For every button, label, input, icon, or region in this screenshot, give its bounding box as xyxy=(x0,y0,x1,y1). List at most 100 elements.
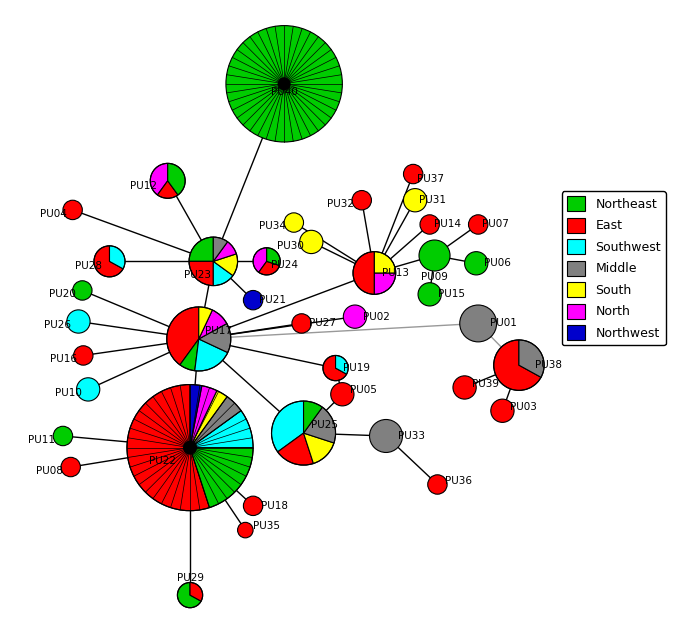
Circle shape xyxy=(428,475,447,494)
Circle shape xyxy=(278,78,290,89)
Text: PU20: PU20 xyxy=(49,289,76,300)
Wedge shape xyxy=(198,323,231,352)
Wedge shape xyxy=(353,251,375,294)
Circle shape xyxy=(244,291,263,310)
Text: PU29: PU29 xyxy=(177,573,204,583)
Text: PU08: PU08 xyxy=(36,466,63,476)
Wedge shape xyxy=(375,273,396,294)
Wedge shape xyxy=(190,448,253,507)
Text: PU19: PU19 xyxy=(344,363,371,373)
Text: PU30: PU30 xyxy=(277,241,303,251)
Wedge shape xyxy=(189,237,213,261)
Wedge shape xyxy=(267,248,280,266)
Circle shape xyxy=(418,283,441,306)
Wedge shape xyxy=(190,390,227,448)
Wedge shape xyxy=(213,237,227,261)
Text: PU04: PU04 xyxy=(40,209,67,219)
Circle shape xyxy=(331,383,354,406)
Circle shape xyxy=(284,213,304,232)
Wedge shape xyxy=(304,401,323,433)
Circle shape xyxy=(292,314,311,333)
Wedge shape xyxy=(167,307,198,365)
Text: PU34: PU34 xyxy=(259,221,286,231)
Circle shape xyxy=(404,188,427,212)
Wedge shape xyxy=(375,251,396,273)
Text: PU22: PU22 xyxy=(149,457,176,466)
Circle shape xyxy=(61,457,80,476)
Text: PU15: PU15 xyxy=(437,289,464,300)
Circle shape xyxy=(404,165,423,184)
Circle shape xyxy=(67,310,90,333)
Circle shape xyxy=(244,496,263,516)
Circle shape xyxy=(419,240,450,271)
Wedge shape xyxy=(277,433,313,465)
Circle shape xyxy=(460,305,497,342)
Text: PU11: PU11 xyxy=(28,435,55,445)
Wedge shape xyxy=(190,583,202,601)
Wedge shape xyxy=(189,261,213,285)
Text: PU26: PU26 xyxy=(44,320,71,331)
Text: PU05: PU05 xyxy=(350,385,377,395)
Wedge shape xyxy=(94,246,123,277)
Circle shape xyxy=(73,281,92,300)
Wedge shape xyxy=(213,254,238,276)
Circle shape xyxy=(369,419,402,453)
Circle shape xyxy=(63,200,82,220)
Text: PU18: PU18 xyxy=(261,501,288,511)
Text: PU31: PU31 xyxy=(419,195,446,205)
Wedge shape xyxy=(271,401,304,452)
Circle shape xyxy=(464,251,488,275)
Text: PU01: PU01 xyxy=(490,318,517,329)
Text: PU06: PU06 xyxy=(484,258,511,268)
Text: PU35: PU35 xyxy=(253,521,280,531)
Circle shape xyxy=(420,215,439,234)
Text: PU25: PU25 xyxy=(311,421,338,430)
Wedge shape xyxy=(127,385,209,511)
Text: PU10: PU10 xyxy=(55,388,82,398)
Circle shape xyxy=(344,305,367,329)
Wedge shape xyxy=(253,248,267,273)
Wedge shape xyxy=(157,181,178,198)
Wedge shape xyxy=(109,246,125,269)
Wedge shape xyxy=(304,433,334,464)
Text: PU07: PU07 xyxy=(482,219,509,230)
Text: PU33: PU33 xyxy=(398,431,425,441)
Text: PU13: PU13 xyxy=(382,268,409,278)
Text: PU36: PU36 xyxy=(446,476,472,485)
Text: PU03: PU03 xyxy=(510,402,537,412)
Wedge shape xyxy=(190,385,202,448)
Text: PU32: PU32 xyxy=(327,199,354,209)
Wedge shape xyxy=(304,407,335,443)
Wedge shape xyxy=(335,356,348,374)
Circle shape xyxy=(76,378,100,401)
Legend: Northeast, East, Southwest, Middle, South, North, Northwest: Northeast, East, Southwest, Middle, Sout… xyxy=(562,191,666,345)
Wedge shape xyxy=(259,261,279,275)
Circle shape xyxy=(226,26,342,142)
Text: PU39: PU39 xyxy=(472,379,499,388)
Wedge shape xyxy=(190,386,217,448)
Text: PU23: PU23 xyxy=(184,270,211,280)
Text: PU14: PU14 xyxy=(433,219,460,230)
Wedge shape xyxy=(190,397,241,448)
Circle shape xyxy=(468,215,488,234)
Text: PU24: PU24 xyxy=(271,260,298,270)
Circle shape xyxy=(491,399,514,422)
Text: PU09: PU09 xyxy=(421,272,448,282)
Text: PU27: PU27 xyxy=(309,318,336,329)
Text: PU37: PU37 xyxy=(417,174,444,184)
Wedge shape xyxy=(167,163,185,195)
Wedge shape xyxy=(198,307,213,339)
Wedge shape xyxy=(213,242,236,261)
Text: PU12: PU12 xyxy=(130,181,157,191)
Text: PU16: PU16 xyxy=(51,354,78,365)
Circle shape xyxy=(238,522,253,538)
Text: PU28: PU28 xyxy=(75,261,102,271)
Circle shape xyxy=(453,376,477,399)
Circle shape xyxy=(352,190,371,210)
Wedge shape xyxy=(151,163,167,195)
Wedge shape xyxy=(323,356,346,381)
Text: PU40: PU40 xyxy=(271,87,298,96)
Wedge shape xyxy=(195,339,227,371)
Wedge shape xyxy=(178,583,201,608)
Circle shape xyxy=(53,426,73,446)
